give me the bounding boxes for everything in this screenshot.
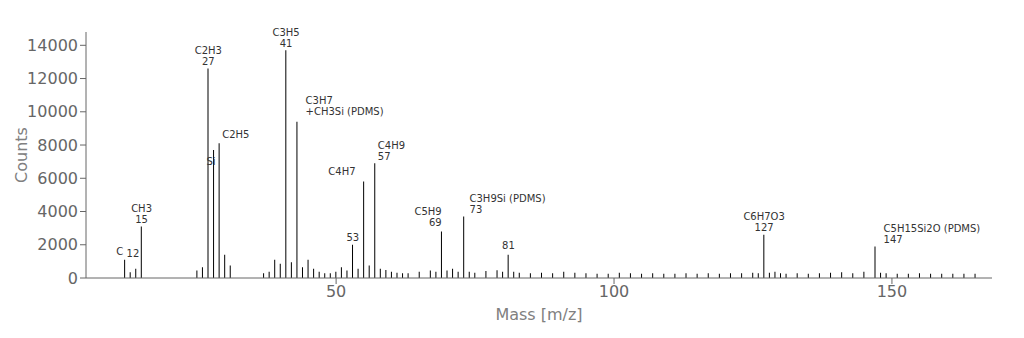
svg-text:4000: 4000 (37, 202, 78, 221)
svg-text:C6H7O3: C6H7O3 (743, 211, 784, 222)
svg-text:27: 27 (202, 56, 215, 67)
svg-text:12: 12 (127, 248, 140, 259)
svg-text:Si: Si (206, 156, 215, 167)
svg-text:C3H7: C3H7 (306, 95, 333, 106)
svg-text:C4H9: C4H9 (378, 140, 405, 151)
svg-text:0: 0 (68, 269, 78, 288)
svg-text:C5H9: C5H9 (414, 206, 441, 217)
svg-text:73: 73 (470, 204, 483, 215)
svg-text:12000: 12000 (27, 69, 78, 88)
svg-text:8000: 8000 (37, 136, 78, 155)
svg-text:C4H7: C4H7 (328, 166, 355, 177)
svg-text:10000: 10000 (27, 102, 78, 121)
svg-text:CH3: CH3 (131, 203, 152, 214)
svg-text:41: 41 (280, 38, 293, 49)
svg-text:53: 53 (346, 232, 359, 243)
svg-text:100: 100 (599, 282, 630, 301)
svg-text:127: 127 (755, 222, 774, 233)
svg-text:C: C (116, 246, 123, 257)
svg-text:15: 15 (135, 214, 148, 225)
svg-text:C2H5: C2H5 (222, 129, 249, 140)
svg-text:69: 69 (429, 217, 442, 228)
svg-text:+CH3Si (PDMS): +CH3Si (PDMS) (306, 106, 384, 117)
svg-text:Mass [m/z]: Mass [m/z] (495, 305, 582, 324)
svg-text:14000: 14000 (27, 36, 78, 55)
svg-text:57: 57 (378, 151, 391, 162)
svg-text:C2H3: C2H3 (195, 45, 222, 56)
svg-text:2000: 2000 (37, 235, 78, 254)
svg-text:Counts: Counts (12, 127, 31, 183)
svg-text:150: 150 (877, 282, 908, 301)
svg-text:6000: 6000 (37, 169, 78, 188)
svg-text:147: 147 (884, 234, 903, 245)
svg-text:C3H9Si (PDMS): C3H9Si (PDMS) (470, 193, 546, 204)
svg-text:C3H5: C3H5 (272, 27, 299, 38)
svg-text:50: 50 (326, 282, 346, 301)
svg-text:81: 81 (502, 240, 515, 251)
svg-text:C5H15Si2O (PDMS): C5H15Si2O (PDMS) (884, 223, 981, 234)
